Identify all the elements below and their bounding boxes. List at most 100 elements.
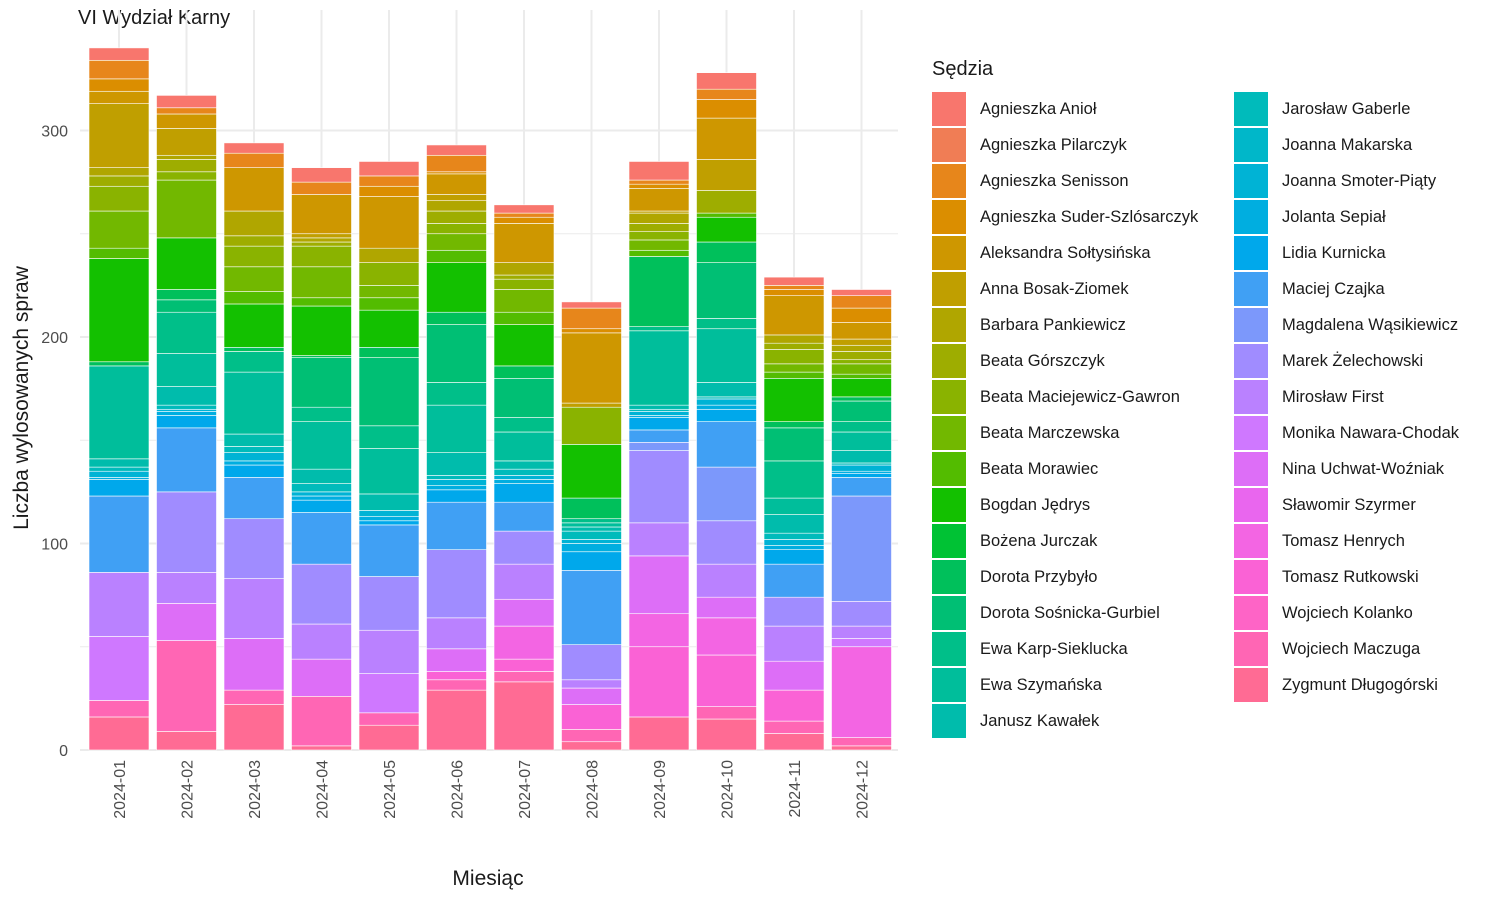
legend-swatch [1234, 308, 1268, 342]
bar-segment [561, 551, 622, 571]
bar-segment [493, 311, 555, 325]
bar-segment [88, 636, 150, 701]
bar-segment [628, 408, 690, 412]
legend-item: Tomasz Rutkowski [1234, 559, 1500, 595]
bar-segment [831, 322, 892, 340]
bar-segment [561, 332, 622, 404]
legend-swatch [1234, 380, 1268, 414]
bar-segment [561, 406, 622, 445]
bar-segment [426, 501, 487, 550]
legend-item: Beata Marczewska [932, 415, 1234, 451]
legend-swatch [932, 92, 966, 126]
bar-segment [358, 629, 420, 674]
bar-segment [763, 363, 825, 373]
legend-item: Wojciech Kolanko [1234, 595, 1500, 631]
bar-segment [628, 555, 690, 615]
bar-segment [763, 377, 825, 422]
legend-item: Agnieszka Senisson [932, 163, 1234, 199]
bar-segment [88, 700, 150, 718]
bar-segment [561, 704, 622, 730]
bar-segment [426, 311, 487, 325]
bar-segment [358, 185, 420, 197]
bar-segment [493, 377, 555, 418]
bar-segment [561, 497, 622, 520]
legend-item: Mirosław First [1234, 379, 1500, 415]
bar-segment [831, 462, 892, 466]
bar-segment [88, 175, 150, 187]
legend-label: Beata Marczewska [980, 423, 1120, 442]
bar-segment [696, 596, 757, 619]
chart-title: VI Wydział Karny [78, 7, 231, 29]
legend-label: Maciej Czajka [1282, 279, 1385, 298]
bar-segment [628, 223, 690, 232]
legend-item: Bogdan Jędrys [932, 487, 1234, 523]
legend-swatch [1234, 596, 1268, 630]
bar-segment [493, 417, 555, 433]
legend-label: Beata Maciejewicz-Gawron [980, 387, 1180, 406]
bar-segment [358, 347, 420, 358]
bar-segment [763, 342, 825, 350]
bar-segment [831, 400, 892, 422]
legend-swatch [932, 344, 966, 378]
bar-segment [88, 90, 150, 104]
y-tick-label: 300 [41, 124, 68, 141]
legend-item: Zygmunt Długogórski [1234, 667, 1500, 703]
bar-segment [291, 623, 352, 660]
bar-segment [493, 365, 555, 379]
bar-segment [223, 638, 285, 691]
bar-segment [561, 539, 622, 544]
legend-label: Mirosław First [1282, 387, 1384, 406]
bar-segment [223, 245, 285, 268]
bar-segment [628, 613, 690, 648]
bar-segment [763, 421, 825, 429]
bar-segment [156, 311, 217, 354]
bar-segment [696, 328, 757, 383]
x-axis-label: Miesiąc [452, 867, 523, 890]
bar-segment [426, 617, 487, 650]
bar-segment [223, 689, 285, 705]
legend-swatch [932, 128, 966, 162]
bar-segment [426, 485, 487, 491]
bar-segment [426, 194, 487, 202]
bar-segment [831, 601, 892, 627]
bar-segment [156, 415, 217, 429]
legend-swatch [932, 596, 966, 630]
bar-segment [223, 452, 285, 462]
legend-label: Barbara Pankiewicz [980, 315, 1126, 334]
bar-segment [156, 572, 217, 604]
bar-segment [426, 324, 487, 383]
bar-segment [358, 712, 420, 726]
bar-segment [763, 532, 825, 540]
bar-segment [763, 596, 825, 627]
bar-segment [628, 212, 690, 224]
bar-segment [223, 167, 285, 212]
legend-item: Jarosław Gaberle [1234, 91, 1500, 127]
legend-item: Jolanta Sepiał [1234, 199, 1500, 235]
bar-segment [831, 363, 892, 375]
bar-segment [561, 543, 622, 553]
bar-segment [156, 731, 217, 751]
bar-segment [291, 491, 352, 497]
bar-segment [493, 278, 555, 290]
bar-segment [696, 408, 757, 422]
bar-segment [561, 687, 622, 705]
legend-item: Joanna Smoter-Piąty [1234, 163, 1500, 199]
legend-swatch [1234, 200, 1268, 234]
bar-segment [493, 479, 555, 484]
bar-segment [561, 530, 622, 540]
bar-segment [156, 386, 217, 406]
bar-segment [88, 470, 150, 478]
bar-segment [426, 171, 487, 175]
bar-segment [493, 625, 555, 660]
bar-segment [831, 450, 892, 464]
bar-segment [291, 421, 352, 470]
bar-segment [831, 495, 892, 602]
bar-segment [156, 411, 217, 416]
bar-segment [291, 233, 352, 239]
bar-segment [291, 512, 352, 565]
legend-swatch [932, 416, 966, 450]
legend-label: Marek Żelechowski [1282, 351, 1424, 370]
legend-item: Beata Górszczyk [932, 343, 1234, 379]
bar-segment [831, 638, 892, 648]
bar-segment [426, 249, 487, 263]
